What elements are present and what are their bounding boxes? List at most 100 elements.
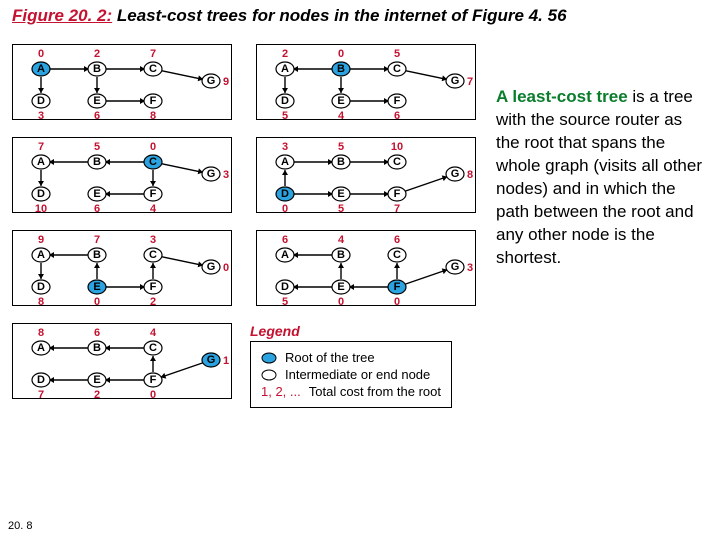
svg-text:4: 4 [150,327,157,339]
svg-text:F: F [394,188,401,200]
tree-grid: A0B2C7G9D3E6F8A2B0C5G7D5E4F6A7B5C0G3D10E… [12,44,482,311]
legend-title: Legend [250,323,452,339]
svg-text:A: A [37,249,45,261]
svg-text:A: A [281,249,289,261]
svg-text:5: 5 [282,296,288,306]
svg-text:8: 8 [38,327,44,339]
svg-text:F: F [150,188,157,200]
svg-text:7: 7 [94,234,100,246]
definition-lead: A least-cost tree [496,87,628,106]
legend-row: A8B6C4G1D7E2F0 Legend Root of the tree I… [12,323,482,408]
svg-text:3: 3 [467,262,473,274]
tree-cell: A9B7C3G0D8E0F2 [12,230,238,311]
svg-text:5: 5 [338,141,344,153]
svg-text:6: 6 [394,234,400,246]
svg-text:D: D [37,95,45,107]
legend-cost: 1, 2, ... Total cost from the root [261,384,441,399]
svg-text:E: E [93,281,100,293]
svg-text:6: 6 [282,234,288,246]
svg-text:E: E [93,374,100,386]
svg-text:C: C [149,342,157,354]
definition-body: is a tree with the source router as the … [496,87,702,267]
svg-text:0: 0 [223,262,229,274]
legend-intermediate: Intermediate or end node [261,367,441,382]
svg-text:3: 3 [38,110,44,120]
svg-text:D: D [37,374,45,386]
svg-text:D: D [37,281,45,293]
svg-text:B: B [337,156,345,168]
svg-text:E: E [337,95,344,107]
svg-text:D: D [281,95,289,107]
diagram-area: A0B2C7G9D3E6F8A2B0C5G7D5E4F6A7B5C0G3D10E… [12,44,482,408]
svg-text:0: 0 [394,296,400,306]
svg-text:4: 4 [338,110,345,120]
svg-text:0: 0 [282,203,288,213]
svg-text:9: 9 [38,234,44,246]
svg-text:A: A [281,63,289,75]
svg-text:10: 10 [391,141,403,153]
svg-text:A: A [37,63,45,75]
svg-text:B: B [93,156,101,168]
svg-text:A: A [37,342,45,354]
svg-text:7: 7 [467,76,473,88]
svg-text:G: G [207,75,216,87]
legend-box: Root of the tree Intermediate or end nod… [250,341,452,408]
legend-root: Root of the tree [261,350,441,365]
svg-text:C: C [149,249,157,261]
svg-text:7: 7 [38,141,44,153]
svg-text:D: D [281,188,289,200]
svg-text:C: C [393,249,401,261]
tree-cell: A0B2C7G9D3E6F8 [12,44,238,125]
svg-text:F: F [150,374,157,386]
svg-text:8: 8 [150,110,156,120]
svg-text:0: 0 [38,48,44,60]
svg-text:7: 7 [394,203,400,213]
svg-text:F: F [394,95,401,107]
svg-text:2: 2 [94,389,100,399]
svg-text:2: 2 [150,296,156,306]
svg-text:G: G [207,261,216,273]
tree-E: A9B7C3G0D8E0F2 [12,230,232,306]
tree-D: A 3 B 5 C 10 G8 D 0 E 5 F 7 [256,137,476,213]
svg-text:F: F [150,281,157,293]
svg-text:C: C [393,156,401,168]
svg-text:9: 9 [223,76,229,88]
svg-text:10: 10 [35,203,47,213]
svg-text:4: 4 [338,234,345,246]
svg-text:B: B [337,63,345,75]
svg-text:7: 7 [150,48,156,60]
svg-text:2: 2 [282,48,288,60]
tree-cell: A2B0C5G7D5E4F6 [256,44,482,125]
definition-text: A least-cost tree is a tree with the sou… [496,86,706,270]
svg-text:E: E [337,188,344,200]
svg-text:7: 7 [38,389,44,399]
tree-cell: A 3 B 5 C 10 G8 D 0 E 5 F 7 [256,137,482,218]
svg-text:6: 6 [94,110,100,120]
svg-text:5: 5 [338,203,344,213]
svg-text:C: C [149,63,157,75]
svg-text:G: G [451,261,460,273]
svg-text:E: E [93,95,100,107]
svg-text:C: C [149,156,157,168]
svg-text:3: 3 [150,234,156,246]
svg-text:G: G [451,168,460,180]
figure-title: Figure 20. 2: Least-cost trees for nodes… [12,6,567,26]
svg-text:0: 0 [338,48,344,60]
svg-text:3: 3 [282,141,288,153]
figure-number: Figure 20. 2: [12,6,112,25]
svg-text:5: 5 [394,48,400,60]
svg-text:0: 0 [150,141,156,153]
svg-text:D: D [281,281,289,293]
svg-text:0: 0 [94,296,100,306]
svg-text:G: G [451,75,460,87]
svg-text:G: G [207,168,216,180]
svg-text:8: 8 [467,169,473,181]
svg-text:A: A [281,156,289,168]
legend: Legend Root of the tree Intermediate or … [250,323,452,408]
svg-text:F: F [150,95,157,107]
tree-C: A7B5C0G3D10E6F4 [12,137,232,213]
svg-text:C: C [393,63,401,75]
svg-text:6: 6 [94,203,100,213]
svg-text:A: A [37,156,45,168]
svg-text:0: 0 [150,389,156,399]
